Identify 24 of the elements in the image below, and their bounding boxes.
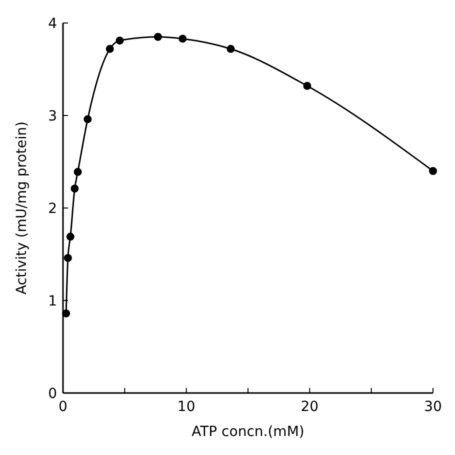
y-tick-label: 1 <box>48 294 57 310</box>
point <box>70 184 79 193</box>
point <box>84 115 92 124</box>
point <box>178 34 187 43</box>
y-tick-label: 4 <box>48 16 58 32</box>
y-tick-label: 3 <box>48 108 57 124</box>
y-axis-title: Activity (mU/mg protein) <box>14 121 30 295</box>
x-tick-label: 10 <box>177 399 196 415</box>
point <box>66 232 74 241</box>
x-tick-label: 20 <box>300 399 319 415</box>
x-tick-label: 30 <box>424 399 442 415</box>
y-tick-label: 0 <box>48 386 57 402</box>
point <box>64 254 72 262</box>
point <box>303 82 312 90</box>
x-axis-title: ATP concn.(mM) <box>192 424 304 440</box>
y-tick-label: 2 <box>48 201 57 217</box>
point <box>74 168 82 176</box>
point <box>226 44 235 53</box>
point <box>106 44 114 53</box>
point <box>429 167 437 175</box>
x-tick-label: 0 <box>58 399 68 415</box>
point <box>116 36 124 45</box>
point <box>154 32 162 41</box>
point <box>62 309 70 318</box>
